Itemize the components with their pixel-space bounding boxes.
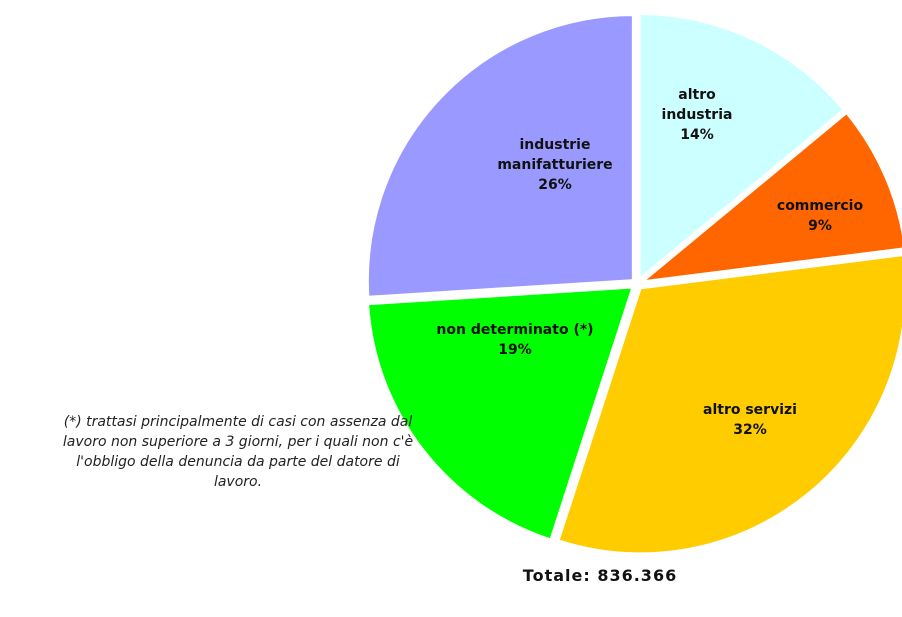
slice-label: non determinato (*) 19%: [410, 320, 620, 360]
slice-label: altro servizi 32%: [675, 400, 825, 440]
slice-label: altro industria 14%: [652, 85, 742, 145]
total-label: Totale: 836.366: [522, 566, 678, 585]
slice-value: 14%: [680, 127, 714, 143]
slice-label: commercio 9%: [760, 196, 880, 236]
slice-name: altro industria: [661, 87, 733, 123]
pie-slice: [637, 11, 847, 283]
pie-slice: [636, 110, 902, 285]
slice-name: non determinato (*): [436, 322, 594, 338]
slice-value: 19%: [498, 342, 532, 358]
pie-slice: [365, 13, 635, 299]
slice-label: industrie manifatturiere 26%: [490, 135, 620, 195]
slice-value: 26%: [538, 177, 572, 193]
slice-value: 9%: [808, 218, 832, 234]
slice-value: 32%: [733, 422, 767, 438]
slice-name: industrie manifatturiere: [497, 137, 613, 173]
pie-slice: [365, 285, 636, 542]
slice-name: commercio: [776, 198, 864, 214]
pie-slice: [556, 253, 902, 556]
slice-name: altro servizi: [703, 402, 797, 418]
footnote: (*) trattasi principalmente di casi con …: [62, 414, 414, 490]
